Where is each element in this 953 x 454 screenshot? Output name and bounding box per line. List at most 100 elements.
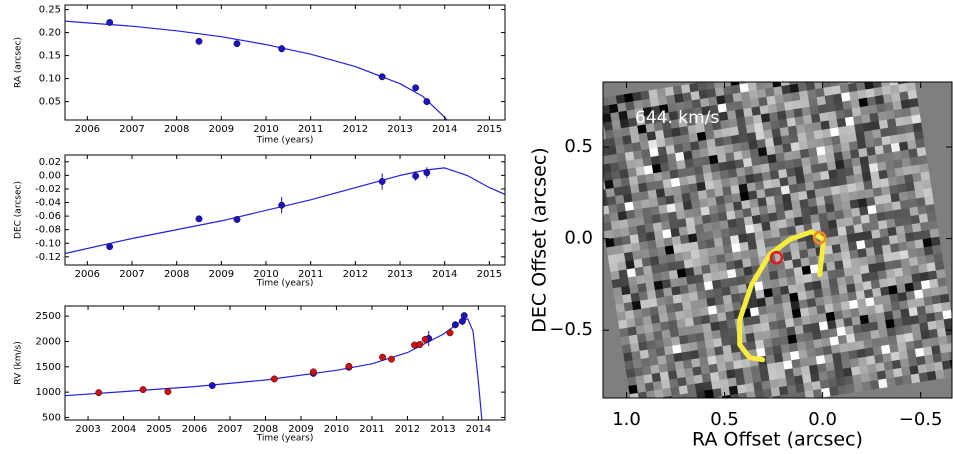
- x-tick-label: 2006: [182, 424, 207, 435]
- x-tick-label: 2011: [359, 424, 384, 435]
- data-point: [278, 202, 284, 208]
- x-axis-label: Time (years): [256, 434, 314, 444]
- y-tick-label: 1000: [36, 387, 61, 398]
- data-point: [140, 386, 146, 392]
- x-tick-label: 1.0: [612, 409, 641, 430]
- axes-frame: [65, 306, 505, 420]
- x-tick-label: 2005: [146, 424, 171, 435]
- data-point: [447, 330, 453, 336]
- data-point: [388, 356, 394, 362]
- y-tick-label: -0.10: [35, 238, 61, 249]
- x-tick-label: 2007: [119, 124, 144, 135]
- data-point: [209, 382, 215, 388]
- panel: 2006 2007 2008 2009 2010 2011 2012 2013 2014 2015…: [14, 5, 506, 146]
- plot-area: [65, 167, 505, 253]
- x-tick-label: 0.0: [808, 409, 837, 430]
- x-tick-label: 2008: [164, 269, 189, 280]
- x-tick-label: 2009: [209, 124, 234, 135]
- plot-area: [65, 312, 482, 420]
- model-curve: [65, 319, 482, 420]
- y-tick-label: -0.08: [35, 225, 61, 236]
- model-curve: [65, 21, 447, 120]
- data-point: [346, 363, 352, 369]
- panel: 1.0 0.5 0.0 −0.5 0.5 0.0 −0.5 RA Offset (arcsec…: [529, 49, 953, 450]
- y-tick-label: 0.20: [39, 28, 61, 39]
- x-tick-label: 2010: [253, 124, 278, 135]
- y-tick-label: 500: [42, 412, 61, 423]
- data-point: [412, 85, 418, 91]
- x-tick-label: 0.5: [710, 409, 739, 430]
- y-tick-label: 0.0: [564, 228, 593, 249]
- y-tick-label: 0.15: [39, 51, 61, 62]
- data-point: [452, 322, 458, 328]
- x-tick-label: 2014: [466, 424, 491, 435]
- data-point: [424, 98, 430, 104]
- data-point: [422, 336, 428, 342]
- data-point: [461, 312, 467, 318]
- annotation: 644. km/s: [635, 108, 719, 128]
- x-tick-label: 2014: [432, 269, 457, 280]
- data-point: [379, 354, 385, 360]
- x-tick-label: 2007: [119, 269, 144, 280]
- plot-area: [65, 19, 447, 120]
- x-axis-label: Time (years): [256, 136, 314, 146]
- data-point: [379, 74, 385, 80]
- figure: 2006 2007 2008 2009 2010 2011 2012 2013 2014 2015…: [0, 0, 953, 454]
- model-curve: [65, 168, 505, 254]
- x-tick-label: 2012: [395, 424, 420, 435]
- data-point: [271, 376, 277, 382]
- x-tick-label: 2007: [217, 424, 242, 435]
- y-axis-label: RA (arcsec): [14, 37, 24, 88]
- data-point: [417, 341, 423, 347]
- x-axis-label: Time (years): [256, 279, 314, 289]
- y-tick-label: 0.10: [39, 74, 61, 85]
- data-point: [106, 243, 112, 249]
- x-axis-label: RA Offset (arcsec): [692, 429, 863, 451]
- y-tick-label: 0.25: [39, 5, 61, 16]
- data-point: [424, 169, 430, 175]
- x-tick-label: 2008: [164, 124, 189, 135]
- data-point: [165, 388, 171, 394]
- y-tick-label: 0.05: [39, 97, 61, 108]
- data-point: [379, 178, 385, 184]
- data-point: [96, 389, 102, 395]
- x-tick-label: 2012: [343, 269, 368, 280]
- x-tick-label: 2006: [75, 124, 100, 135]
- data-point: [106, 19, 112, 25]
- x-tick-label: 2011: [298, 124, 323, 135]
- x-tick-label: −0.5: [899, 409, 943, 430]
- x-tick-label: 2012: [343, 124, 368, 135]
- x-tick-label: 2013: [387, 269, 412, 280]
- x-tick-label: 2013: [387, 124, 412, 135]
- x-tick-label: 2015: [477, 124, 502, 135]
- y-axis-label: DEC Offset (arcsec): [529, 147, 551, 332]
- y-tick-label: -0.02: [35, 184, 61, 195]
- y-axis-label: DEC (arcsec): [14, 181, 24, 239]
- plot-area: [583, 49, 953, 427]
- data-point: [196, 216, 202, 222]
- axes-frame: [65, 155, 505, 265]
- y-tick-label: 2000: [36, 336, 61, 347]
- x-tick-label: 2004: [111, 424, 136, 435]
- x-tick-label: 2010: [324, 424, 349, 435]
- x-tick-label: 2006: [75, 269, 100, 280]
- y-tick-label: 1500: [36, 362, 61, 373]
- data-point: [234, 216, 240, 222]
- y-tick-label: -0.04: [35, 198, 61, 209]
- y-tick-label: 0.5: [564, 136, 593, 157]
- y-tick-label: -0.06: [35, 211, 61, 222]
- data-point: [310, 369, 316, 375]
- data-point: [234, 40, 240, 46]
- y-axis-label: RV (km/s): [14, 341, 24, 385]
- x-tick-label: 2003: [75, 424, 100, 435]
- y-tick-label: −0.5: [549, 319, 593, 340]
- velocity-map: [583, 49, 953, 427]
- x-tick-label: 2009: [209, 269, 234, 280]
- x-tick-label: 2014: [432, 124, 457, 135]
- x-tick-label: 2015: [477, 269, 502, 280]
- y-tick-label: 2500: [36, 311, 61, 322]
- y-tick-label: 0.02: [39, 157, 61, 168]
- data-point: [412, 173, 418, 179]
